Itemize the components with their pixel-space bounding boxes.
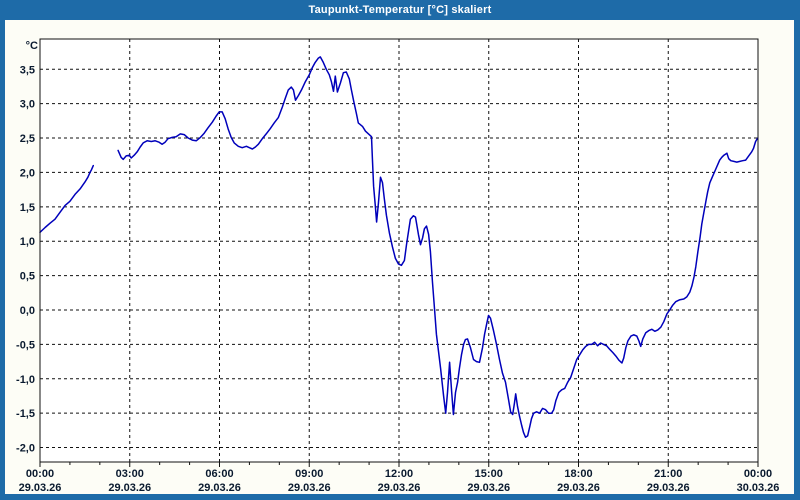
y-tick-label: 1,0 [20,236,35,248]
x-tick-date-label: 30.03.26 [737,482,780,494]
y-tick-label: 2,5 [20,133,35,145]
x-tick-time-label: 18:00 [564,468,592,480]
x-tick-time-label: 00:00 [744,468,772,480]
x-tick-date-label: 29.03.26 [19,482,62,494]
title-bar: Taupunkt-Temperatur [°C] skaliert [0,0,800,20]
x-tick-date-label: 29.03.26 [467,482,510,494]
y-tick-label: 1,5 [20,202,35,214]
dewpoint-line [117,56,759,438]
x-tick-date-label: 29.03.26 [108,482,151,494]
x-tick-time-label: 03:00 [116,468,144,480]
y-tick-label: -2,0 [16,443,35,455]
x-tick-time-label: 06:00 [205,468,233,480]
x-tick-date-label: 29.03.26 [557,482,600,494]
y-tick-label: 2,0 [20,167,35,179]
x-tick-time-label: 00:00 [26,468,54,480]
x-tick-date-label: 29.03.26 [288,482,331,494]
chart-title: Taupunkt-Temperatur [°C] skaliert [308,4,492,16]
dewpoint-line [39,164,95,234]
x-tick-date-label: 29.03.26 [647,482,690,494]
x-tick-date-label: 29.03.26 [378,482,421,494]
x-tick-time-label: 09:00 [295,468,323,480]
y-tick-label: -0,5 [16,339,35,351]
y-tick-label: -1,0 [16,374,35,386]
y-tick-label: -1,5 [16,408,35,420]
x-tick-time-label: 15:00 [475,468,503,480]
x-tick-time-label: 21:00 [654,468,682,480]
y-tick-label: 3,0 [20,99,35,111]
x-tick-time-label: 12:00 [385,468,413,480]
x-tick-date-label: 29.03.26 [198,482,241,494]
y-tick-label: 3,5 [20,64,35,76]
y-tick-label: 0,0 [20,305,35,317]
y-axis-unit-label: °C [26,40,38,52]
plot-border [39,38,759,463]
y-tick-label: 0,5 [20,271,35,283]
